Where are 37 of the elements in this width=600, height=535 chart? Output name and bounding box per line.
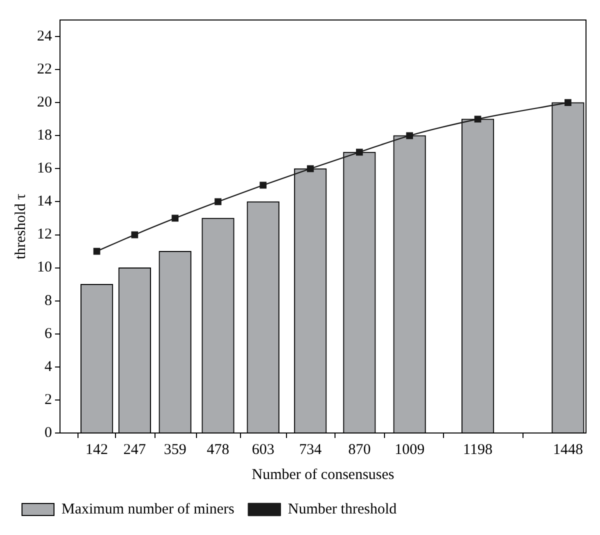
y-tick-label: 20 [37, 94, 52, 111]
legend-label: Number threshold [288, 501, 398, 518]
y-tick-label: 18 [37, 128, 52, 144]
y-tick-label: 8 [44, 292, 52, 309]
x-tick-label: 734 [299, 442, 322, 458]
x-tick-label: 603 [252, 442, 274, 458]
y-tick-label: 16 [37, 160, 52, 177]
point [260, 182, 267, 189]
point [306, 165, 314, 172]
point [93, 248, 100, 255]
x-tick-label: 478 [206, 442, 230, 458]
point [214, 198, 222, 206]
x-tick-label: 1448 [552, 442, 583, 458]
x-tick-label: 247 [123, 442, 146, 458]
x-tick-label: 359 [164, 442, 186, 458]
y-tick-label: 2 [44, 392, 52, 408]
y-tick-label: 6 [44, 326, 52, 342]
point [172, 214, 179, 222]
point [131, 231, 138, 238]
point [356, 148, 363, 156]
y-tick-label: 12 [37, 226, 52, 243]
x-tick-label: 1009 [394, 442, 425, 458]
x-tick-label: 1198 [463, 442, 492, 458]
y-tick-label: 4 [44, 358, 52, 375]
y-tick-label: 24 [37, 28, 52, 44]
x-tick-label: 870 [348, 442, 371, 458]
y-axis-title: threshold τ [12, 194, 29, 260]
y-tick-label: 22 [37, 62, 52, 78]
x-tick-label: 142 [86, 442, 108, 458]
y-tick-label: 14 [37, 194, 52, 210]
legend-label: Maximum number of miners [62, 501, 235, 518]
x-axis-title: Number of consensuses [252, 466, 394, 483]
y-tick-label: 10 [37, 260, 52, 276]
y-tick-label: 0 [44, 424, 52, 441]
point [474, 116, 482, 123]
point [406, 132, 414, 140]
point [564, 99, 572, 106]
